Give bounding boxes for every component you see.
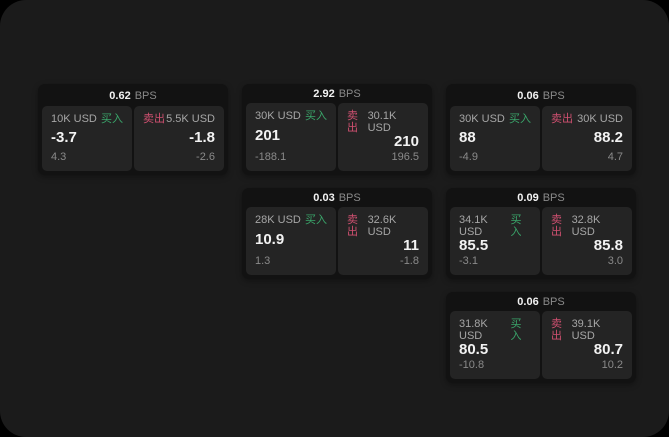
sell-size: 32.6K USD: [367, 214, 397, 239]
sell-tag: 卖出: [551, 214, 562, 239]
sell-panel[interactable]: 卖出 39.1K USD 80.7 10.2: [542, 311, 632, 379]
quote-card-grid: 0.62 BPS 10K USD 买入 -3.7 4.3 卖出 5.5K USD: [38, 84, 636, 383]
buy-price: 201: [255, 127, 281, 145]
buy-tag: 买入: [305, 214, 327, 227]
buy-panel[interactable]: 28K USD 买入 10.9 1.3: [246, 207, 336, 275]
panels: 30K USD 买入 88 -4.9 卖出 30K USD 88.2 4.7: [446, 106, 636, 175]
sell-panel[interactable]: 卖出 32.6K USD 11 -1.8: [338, 207, 428, 275]
sell-tag: 卖出: [551, 113, 573, 125]
sell-size: 30K USD: [577, 113, 623, 125]
buy-price: 85.5: [459, 237, 489, 255]
buy-panel[interactable]: 10K USD 买入 -3.7 4.3: [42, 106, 132, 171]
sell-sub-value: 4.7: [607, 150, 623, 163]
panels: 34.1K USD 买入 85.5 -3.1 卖出 32.8K USD 85.8…: [446, 207, 636, 279]
sell-sub-value: 10.2: [601, 358, 623, 371]
buy-tag: 买入: [305, 110, 327, 123]
panels: 10K USD 买入 -3.7 4.3 卖出 5.5K USD -1.8 -2.…: [38, 106, 228, 175]
bps-value: 0.09: [517, 192, 539, 205]
buy-tag: 买入: [510, 214, 522, 239]
panels: 28K USD 买入 10.9 1.3 卖出 32.6K USD 11 -1.8: [242, 207, 432, 279]
card-header: 0.62 BPS: [38, 86, 228, 106]
sell-price: 85.8: [593, 237, 623, 255]
buy-price: 88: [459, 128, 476, 146]
sell-price: 11: [403, 237, 419, 255]
card-header: 0.03 BPS: [242, 190, 432, 207]
buy-panel[interactable]: 30K USD 买入 88 -4.9: [450, 106, 540, 171]
sell-tag: 卖出: [347, 214, 358, 239]
sell-price: 80.7: [593, 341, 623, 359]
buy-sub-value: -188.1: [255, 150, 287, 163]
quote-card: 0.06 BPS 31.8K USD 买入 80.5 -10.8 卖出 39.1…: [446, 292, 636, 383]
bps-value: 0.03: [313, 192, 335, 205]
panels: 31.8K USD 买入 80.5 -10.8 卖出 39.1K USD 80.…: [446, 311, 636, 383]
sell-panel[interactable]: 卖出 32.8K USD 85.8 3.0: [542, 207, 632, 275]
sell-sub-value: 3.0: [607, 254, 623, 267]
quote-card: 2.92 BPS 30K USD 买入 201 -188.1 卖出 30.1K …: [242, 84, 432, 175]
buy-tag: 买入: [101, 113, 123, 125]
bps-value: 0.62: [109, 89, 131, 102]
buy-size: 10K USD: [51, 113, 97, 125]
bps-unit-label: BPS: [542, 296, 565, 309]
buy-sub-value: -3.1: [459, 254, 478, 267]
sell-price: 210: [393, 133, 419, 151]
buy-sub-value: 1.3: [255, 254, 271, 267]
sell-tag: 卖出: [347, 110, 358, 135]
sell-sub-value: 196.5: [391, 150, 419, 163]
sell-tag: 卖出: [143, 113, 165, 125]
quote-card: 0.03 BPS 28K USD 买入 10.9 1.3 卖出 32.6K US…: [242, 188, 432, 279]
buy-tag: 买入: [510, 318, 522, 343]
bps-value: 0.06: [517, 296, 539, 309]
buy-price: 10.9: [255, 231, 285, 249]
buy-sub-value: -4.9: [459, 150, 478, 163]
quote-card: 0.62 BPS 10K USD 买入 -3.7 4.3 卖出 5.5K USD: [38, 84, 228, 175]
sell-price: -1.8: [189, 128, 215, 146]
buy-sub-value: -10.8: [459, 358, 485, 371]
sell-tag: 卖出: [551, 318, 562, 343]
bps-value: 0.06: [517, 89, 539, 102]
bps-unit-label: BPS: [542, 192, 565, 205]
sell-size: 30.1K USD: [367, 110, 397, 135]
card-header: 2.92 BPS: [242, 86, 432, 103]
sell-panel[interactable]: 卖出 30K USD 88.2 4.7: [542, 106, 632, 171]
card-header: 0.06 BPS: [446, 86, 636, 106]
bps-value: 2.92: [313, 88, 335, 101]
buy-size: 34.1K USD: [459, 214, 488, 239]
bps-unit-label: BPS: [134, 89, 157, 102]
buy-sub-value: 4.3: [51, 150, 67, 163]
panels: 30K USD 买入 201 -188.1 卖出 30.1K USD 210 1…: [242, 103, 432, 175]
buy-price: -3.7: [51, 128, 77, 146]
buy-size: 30K USD: [255, 110, 301, 123]
sell-size: 39.1K USD: [571, 318, 601, 343]
buy-size: 30K USD: [459, 113, 505, 125]
buy-size: 28K USD: [255, 214, 301, 227]
sell-size: 32.8K USD: [571, 214, 601, 239]
buy-tag: 买入: [509, 113, 531, 125]
buy-panel[interactable]: 31.8K USD 买入 80.5 -10.8: [450, 311, 540, 379]
quote-card: 0.06 BPS 30K USD 买入 88 -4.9 卖出 30K USD: [446, 84, 636, 175]
sell-sub-value: -1.8: [400, 254, 419, 267]
sell-panel[interactable]: 卖出 30.1K USD 210 196.5: [338, 103, 428, 171]
sell-size: 5.5K USD: [166, 113, 215, 125]
card-header: 0.09 BPS: [446, 190, 636, 207]
sell-sub-value: -2.6: [196, 150, 215, 163]
sell-price: 88.2: [593, 128, 623, 146]
buy-price: 80.5: [459, 341, 489, 359]
bps-unit-label: BPS: [338, 88, 361, 101]
card-header: 0.06 BPS: [446, 294, 636, 311]
buy-panel[interactable]: 30K USD 买入 201 -188.1: [246, 103, 336, 171]
bps-unit-label: BPS: [542, 89, 565, 102]
quote-card: 0.09 BPS 34.1K USD 买入 85.5 -3.1 卖出 32.8K…: [446, 188, 636, 279]
bps-unit-label: BPS: [338, 192, 361, 205]
sell-panel[interactable]: 卖出 5.5K USD -1.8 -2.6: [134, 106, 224, 171]
buy-size: 31.8K USD: [459, 318, 488, 343]
buy-panel[interactable]: 34.1K USD 买入 85.5 -3.1: [450, 207, 540, 275]
